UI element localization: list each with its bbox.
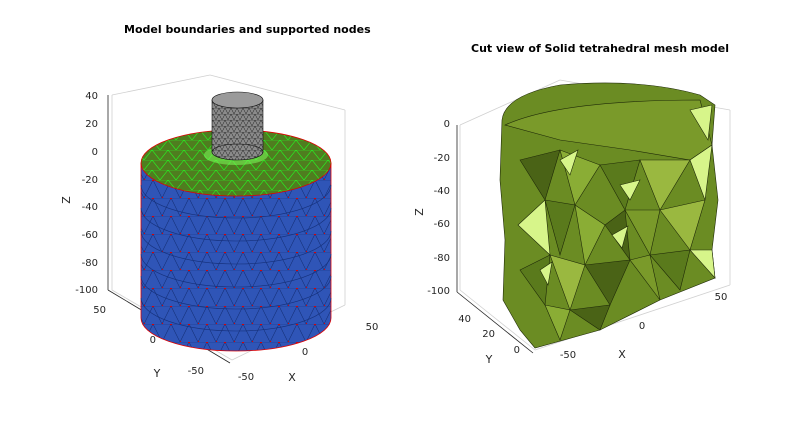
right-z-tick: -80 bbox=[434, 253, 450, 264]
right-z-tick: -60 bbox=[434, 219, 450, 230]
right-y-tick: 40 bbox=[458, 314, 471, 325]
right-x-tick: -50 bbox=[560, 350, 576, 361]
left-z-tick: -40 bbox=[82, 202, 98, 213]
right-z-tick: -100 bbox=[427, 286, 450, 297]
right-x-axis-label: X bbox=[618, 348, 626, 361]
left-y-tick: 50 bbox=[93, 305, 106, 316]
left-z-tick: -80 bbox=[82, 258, 98, 269]
indenter bbox=[211, 91, 264, 161]
left-z-tick: 20 bbox=[85, 119, 98, 130]
left-x-tick: -50 bbox=[238, 372, 254, 383]
left-z-ticks: 40 20 0 -20 -40 -60 -80 -100 bbox=[75, 91, 98, 296]
left-z-tick: -100 bbox=[75, 285, 98, 296]
left-z-tick: -60 bbox=[82, 230, 98, 241]
left-x-tick: 0 bbox=[302, 347, 308, 358]
right-x-tick: 50 bbox=[715, 292, 728, 303]
right-panel-title: Cut view of Solid tetrahedral mesh model bbox=[471, 42, 729, 55]
right-z-axis-label: Z bbox=[413, 208, 426, 216]
right-z-tick: 0 bbox=[444, 119, 450, 130]
left-z-axis-label: Z bbox=[60, 196, 73, 204]
left-panel-title: Model boundaries and supported nodes bbox=[124, 23, 371, 36]
left-z-tick: 40 bbox=[85, 91, 98, 102]
right-z-tick: -20 bbox=[434, 153, 450, 164]
left-z-tick: 0 bbox=[92, 147, 98, 158]
left-x-tick: 50 bbox=[366, 322, 379, 333]
cylinder-side bbox=[140, 162, 332, 352]
right-x-tick: 0 bbox=[639, 321, 645, 332]
left-y-tick: 0 bbox=[150, 335, 156, 346]
left-z-tick: -20 bbox=[82, 175, 98, 186]
right-y-tick: 20 bbox=[482, 329, 495, 340]
left-x-axis-label: X bbox=[288, 371, 296, 384]
left-y-tick: -50 bbox=[188, 366, 204, 377]
left-y-axis-label: Y bbox=[153, 367, 161, 380]
cut-mesh-model bbox=[499, 82, 719, 349]
cylinder-model bbox=[140, 91, 332, 352]
right-y-axis-label: Y bbox=[485, 353, 493, 366]
right-z-tick: -40 bbox=[434, 186, 450, 197]
cylinder-rings bbox=[140, 184, 332, 332]
right-y-tick: 0 bbox=[514, 345, 520, 356]
right-z-ticks: 0 -20 -40 -60 -80 -100 bbox=[427, 119, 450, 297]
